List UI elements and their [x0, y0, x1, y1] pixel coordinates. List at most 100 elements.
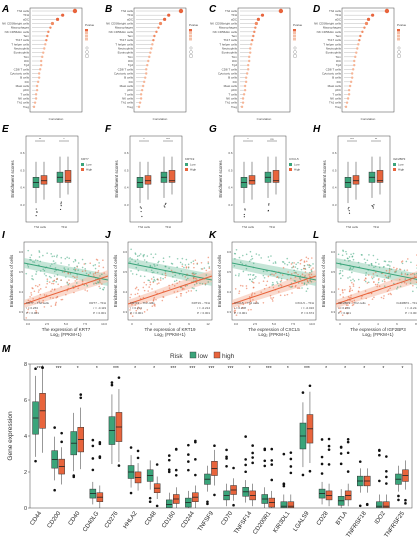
th2-point	[73, 291, 75, 294]
tfh-point	[245, 267, 248, 270]
tfh-point	[309, 264, 312, 267]
th2-point	[171, 283, 174, 286]
cell-label: iDC	[128, 59, 134, 63]
tfh-point	[34, 259, 37, 261]
tfh-point	[296, 267, 299, 270]
th2-point	[55, 297, 58, 299]
outlier-point	[267, 209, 270, 212]
th2-r-value: r = 0.263	[26, 306, 38, 310]
sig-label: ***	[113, 366, 119, 372]
lollipop-dot	[46, 34, 49, 38]
lollipop-dot	[155, 30, 158, 34]
y-axis-label: Enrichment scores	[218, 160, 223, 198]
tfh-point	[77, 262, 80, 264]
outlier-point	[232, 503, 235, 507]
th2-point	[349, 289, 351, 291]
th2-point	[53, 279, 56, 282]
outlier-point	[348, 206, 350, 209]
x-axis-unit: Log₂ (FPKM+1)	[154, 332, 186, 337]
th2-point	[184, 276, 187, 278]
th2-point	[201, 268, 204, 270]
th2-point	[50, 290, 52, 293]
th2-point	[308, 263, 311, 266]
th2-point	[383, 280, 386, 283]
tfh-point	[377, 281, 380, 284]
th2-point	[148, 286, 151, 288]
cell-label: Tcm	[24, 55, 30, 59]
cell-label: aDC	[23, 17, 30, 21]
lollipop-dot	[240, 105, 244, 109]
lollipop-dot	[43, 47, 46, 50]
lollipop-dot	[137, 105, 141, 109]
th2-point	[385, 269, 388, 272]
y-axis-label: Enrichment scores of cells	[113, 254, 118, 307]
tfh-point	[410, 261, 412, 264]
th2-point	[81, 270, 84, 273]
th2-point	[208, 267, 211, 270]
th2-point	[367, 274, 370, 276]
th2-point	[53, 289, 56, 291]
cell-label: Th2 cells	[121, 9, 134, 13]
tfh-point	[152, 276, 155, 278]
tfh-point	[139, 253, 142, 255]
lollipop-dot	[242, 93, 246, 96]
cell-label: pDC	[231, 88, 238, 92]
tfh-point	[395, 271, 397, 273]
lollipop-dot	[241, 101, 245, 104]
th2-point	[401, 260, 404, 262]
lollipop-dot	[35, 88, 39, 92]
cell-label: Th17 cells	[327, 38, 341, 42]
x-tick: 10.0	[309, 322, 315, 326]
tfh-point	[72, 260, 75, 263]
th2-point	[89, 262, 92, 265]
tfh-point	[305, 284, 308, 286]
th2-point	[299, 262, 302, 265]
th2-point	[253, 292, 256, 295]
th2-point	[142, 296, 145, 299]
y-tick: 0.4	[332, 186, 337, 190]
tfh-point	[94, 267, 97, 270]
th2-point	[61, 298, 64, 301]
tfh-point	[294, 280, 297, 283]
th2-point	[96, 259, 99, 261]
th2-regression-line	[127, 275, 213, 305]
th2-point	[191, 272, 194, 275]
x-axis-label: The expression of IGF2BP3	[350, 327, 406, 332]
gene-label: IDO2	[374, 510, 387, 525]
th2-point	[281, 274, 284, 276]
legend-gene: KRT7	[81, 157, 89, 161]
cell-label: Th17 cells	[223, 38, 237, 42]
lollipop-dot	[346, 97, 350, 100]
cell-label: TFH	[335, 13, 341, 17]
legend-swatch	[293, 32, 296, 35]
outlier-point	[397, 494, 400, 498]
tfh-point	[25, 272, 28, 275]
th2-point	[241, 307, 244, 309]
y-tick: 0.6	[332, 151, 337, 155]
sig-label: *	[363, 366, 365, 372]
cell-label: Treg	[23, 105, 29, 109]
tfh-point	[61, 271, 64, 273]
tfh-point	[191, 287, 194, 289]
tfh-point	[306, 287, 309, 290]
outlier-point	[187, 460, 190, 463]
cell-label: Neutrophils	[326, 47, 342, 51]
tfh-point	[136, 255, 139, 258]
outlier-point	[187, 443, 190, 447]
tfh-point	[298, 277, 301, 279]
outlier-point	[60, 204, 62, 207]
lollipop-dot	[140, 88, 144, 92]
lollipop-dot	[254, 21, 258, 26]
tfh-point	[305, 290, 308, 292]
tfh-point	[192, 260, 195, 262]
tfh-point	[248, 260, 251, 263]
th2-point	[286, 278, 289, 281]
tfh-point	[98, 262, 100, 264]
th2-point	[363, 279, 366, 282]
tfh-point	[347, 260, 350, 262]
tfh-point	[239, 261, 242, 264]
lollipop-dot	[34, 93, 38, 96]
cell-label: Tgd	[232, 63, 238, 67]
tfh-point	[365, 272, 368, 274]
